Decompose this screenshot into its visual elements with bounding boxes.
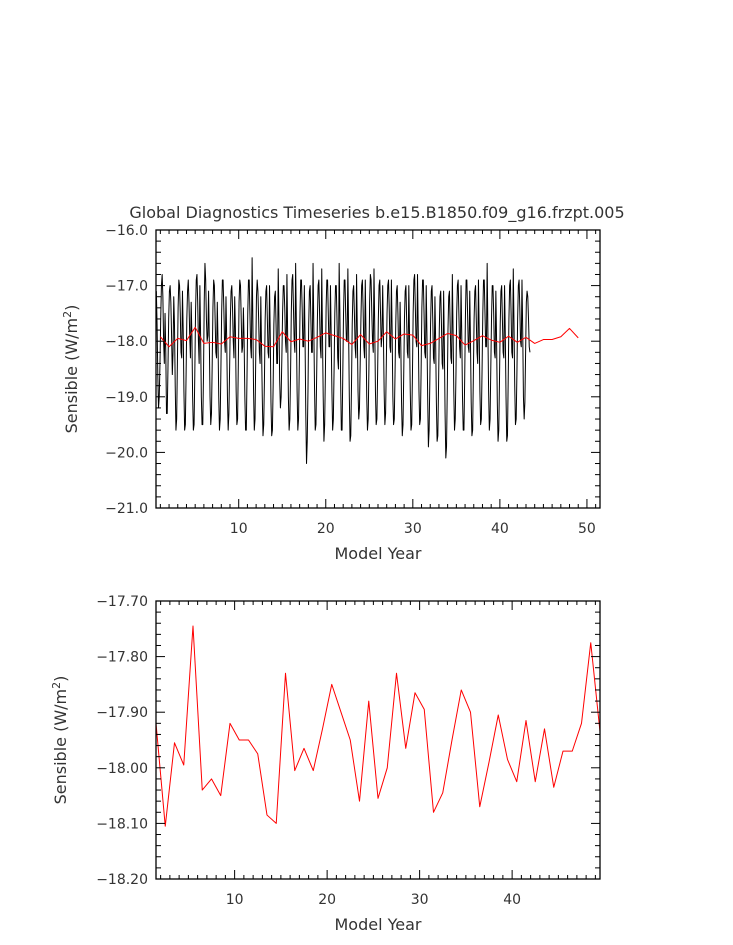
- plot-frame: [155, 600, 601, 880]
- chart-title: Global Diagnostics Timeseries b.e15.B185…: [129, 203, 624, 223]
- series-line-1: [159, 326, 579, 348]
- x-tick-label: 50: [578, 521, 596, 537]
- x-axis-title: Model Year: [335, 544, 422, 563]
- x-tick-label: 20: [317, 521, 335, 537]
- y-tick-label: −17.80: [96, 650, 148, 666]
- y-tick-label: −21.0: [105, 501, 148, 517]
- y-tick-label: −18.20: [96, 872, 148, 888]
- y-tick-label: −16.0: [105, 223, 148, 239]
- y-tick-label: −18.00: [96, 761, 148, 777]
- x-tick-label: 20: [318, 892, 336, 908]
- y-axis-title: Sensible (W/m2): [50, 676, 71, 805]
- y-tick-label: −18.10: [96, 816, 148, 832]
- x-tick-label: 40: [503, 892, 521, 908]
- y-axis-title: Sensible (W/m2): [61, 305, 82, 434]
- x-axis-title: Model Year: [335, 915, 422, 934]
- y-tick-label: −20.0: [105, 445, 148, 461]
- top-chart: −21.0 −20.0 −19.0 −18.0 −17.0 −16.0 10 20 30 40 50…: [61, 223, 601, 563]
- x-tick-label: 10: [226, 892, 244, 908]
- y-tick-label: −18.0: [105, 334, 148, 350]
- x-tick-label: 30: [404, 521, 422, 537]
- y-tick-label: −19.0: [105, 390, 148, 406]
- y-tick-label: −17.0: [105, 279, 148, 295]
- bottom-chart: −18.20 −18.10 −18.00 −17.90 −17.80 −17.70 10 20…: [50, 594, 601, 934]
- x-tick-label: 10: [230, 521, 248, 537]
- x-tick-label: 30: [411, 892, 429, 908]
- y-tick-label: −17.70: [96, 594, 148, 610]
- series-line-0: [155, 625, 601, 827]
- y-tick-label: −17.90: [96, 705, 148, 721]
- series-line-0: [155, 257, 531, 465]
- x-tick-label: 40: [491, 521, 509, 537]
